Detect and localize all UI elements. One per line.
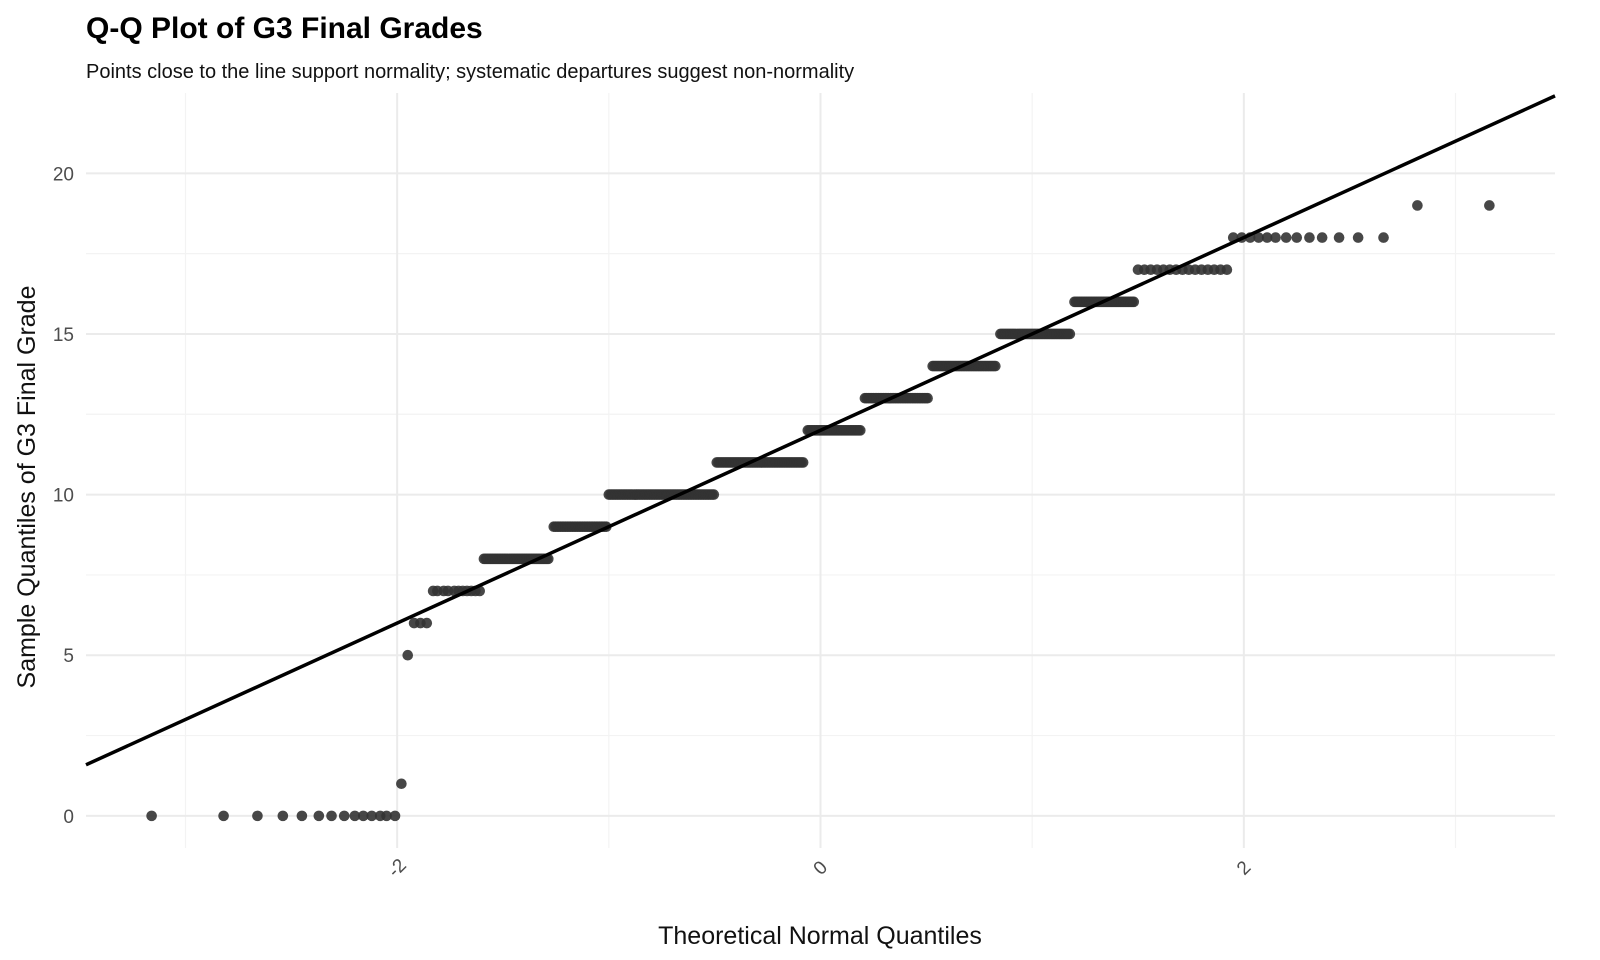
data-point xyxy=(1333,232,1345,243)
reference-line-layer xyxy=(85,94,1556,767)
x-tick-label: 0 xyxy=(810,857,832,879)
data-point xyxy=(1221,264,1233,276)
data-point xyxy=(389,810,401,822)
data-point xyxy=(1484,200,1495,211)
y-axis-label: Sample Quantiles of G3 Final Grade xyxy=(13,286,41,689)
data-point xyxy=(277,810,289,822)
tick-label-layer: 0 5 10 15 20 -2 0 2 xyxy=(53,164,1256,881)
data-point xyxy=(1253,232,1264,243)
data-point xyxy=(313,810,325,822)
y-tick-label: 20 xyxy=(53,164,74,185)
data-point xyxy=(1291,232,1303,243)
data-point xyxy=(1261,232,1273,243)
reference-line xyxy=(85,94,1556,767)
data-point xyxy=(326,810,337,822)
data-point xyxy=(708,489,720,500)
x-tick-label: -2 xyxy=(384,855,411,882)
grid-layer xyxy=(86,93,1555,848)
data-point xyxy=(1352,232,1364,243)
data-point xyxy=(854,425,866,436)
data-point xyxy=(146,810,157,822)
data-point xyxy=(1270,232,1281,243)
data-point xyxy=(421,617,433,629)
y-tick-label: 15 xyxy=(53,325,74,346)
data-point xyxy=(349,810,361,822)
points-layer xyxy=(146,200,1495,822)
data-point xyxy=(402,649,414,661)
data-point xyxy=(252,810,263,822)
data-point xyxy=(218,810,229,822)
data-point xyxy=(1378,232,1389,243)
data-point xyxy=(357,810,369,822)
data-point xyxy=(1304,232,1315,243)
data-point xyxy=(797,457,809,468)
data-point xyxy=(1128,296,1140,308)
x-tick-label: 2 xyxy=(1233,857,1255,879)
chart-title: Q-Q Plot of G3 Final Grades xyxy=(86,12,483,45)
data-point xyxy=(296,810,308,822)
data-point xyxy=(366,810,378,822)
data-point xyxy=(338,810,350,822)
data-point xyxy=(1412,200,1423,211)
data-point xyxy=(1316,232,1328,243)
y-tick-label: 0 xyxy=(63,807,74,828)
y-tick-label: 5 xyxy=(63,646,74,667)
chart-subtitle: Points close to the line support normali… xyxy=(86,61,854,83)
data-point xyxy=(1064,328,1076,340)
data-point xyxy=(396,778,407,790)
data-point xyxy=(990,360,1001,372)
data-point xyxy=(922,392,933,404)
y-tick-label: 10 xyxy=(53,486,74,507)
data-point xyxy=(381,810,392,822)
data-point xyxy=(1280,232,1292,243)
x-axis-label: Theoretical Normal Quantiles xyxy=(658,922,982,950)
